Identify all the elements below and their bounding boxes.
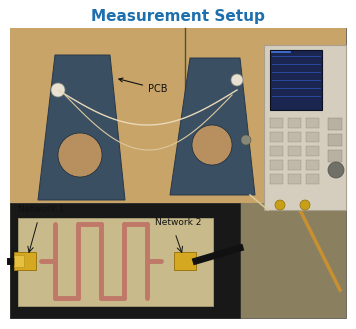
Bar xyxy=(288,132,301,142)
Circle shape xyxy=(58,133,102,177)
Text: Network 1: Network 1 xyxy=(18,205,64,214)
Bar xyxy=(14,252,36,270)
Bar xyxy=(10,203,240,318)
Bar xyxy=(270,50,322,110)
Bar xyxy=(328,150,342,162)
Bar xyxy=(264,45,346,210)
Bar xyxy=(14,255,24,267)
Bar xyxy=(306,160,319,170)
Polygon shape xyxy=(170,58,255,195)
Circle shape xyxy=(300,200,310,210)
Circle shape xyxy=(192,125,232,165)
Bar xyxy=(174,252,196,270)
Circle shape xyxy=(241,135,251,145)
Circle shape xyxy=(328,162,344,178)
Bar xyxy=(10,203,346,318)
Circle shape xyxy=(231,74,243,86)
Bar xyxy=(18,218,213,306)
Bar xyxy=(270,118,283,128)
Bar xyxy=(288,160,301,170)
Bar xyxy=(306,146,319,156)
Circle shape xyxy=(275,200,285,210)
Text: Measurement Setup: Measurement Setup xyxy=(91,9,265,23)
Bar xyxy=(306,132,319,142)
Text: PCB: PCB xyxy=(119,78,168,94)
Bar xyxy=(10,28,346,203)
Polygon shape xyxy=(38,55,125,200)
Text: Network 2: Network 2 xyxy=(155,218,201,227)
Bar xyxy=(270,174,283,184)
Bar xyxy=(328,118,342,130)
Bar xyxy=(288,146,301,156)
Bar xyxy=(270,160,283,170)
Bar xyxy=(328,134,342,146)
Bar xyxy=(306,118,319,128)
Bar xyxy=(10,28,346,318)
Bar xyxy=(270,132,283,142)
Bar xyxy=(306,174,319,184)
Circle shape xyxy=(51,83,65,97)
Bar xyxy=(288,118,301,128)
Bar xyxy=(288,174,301,184)
Bar xyxy=(270,146,283,156)
